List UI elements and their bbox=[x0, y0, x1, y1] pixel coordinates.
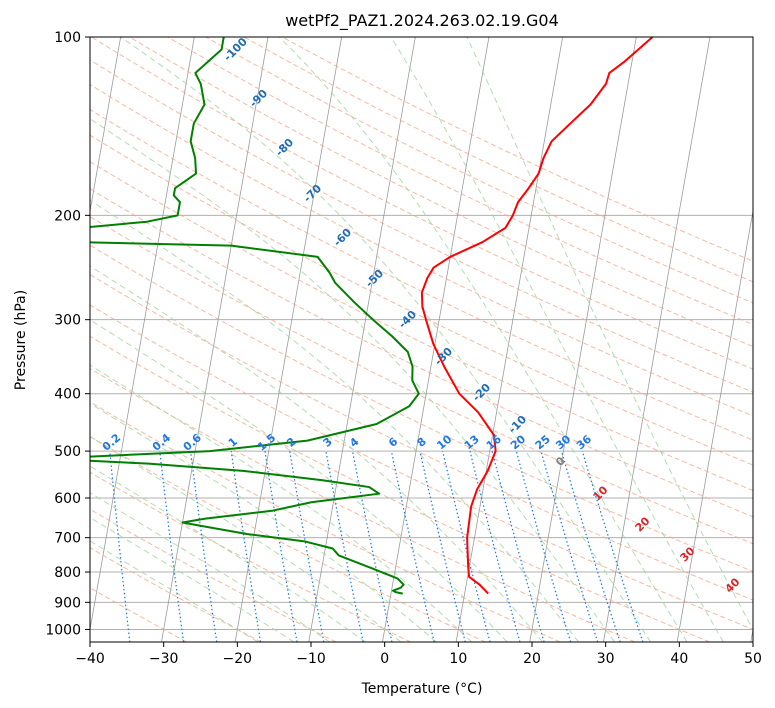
dry-adiabat-line bbox=[129, 37, 753, 348]
mixing-ratio-line bbox=[469, 450, 521, 642]
moist-adiabat-line bbox=[278, 37, 688, 642]
mixing-ratio-line bbox=[581, 450, 644, 642]
isotherm-line bbox=[161, 37, 269, 642]
dry-adiabat-line bbox=[90, 108, 753, 441]
dry-adiabat-line bbox=[90, 134, 753, 466]
temperature-profile-line bbox=[420, 37, 654, 595]
y-tick-label: 400 bbox=[54, 387, 81, 403]
x-tick-label: −40 bbox=[75, 651, 105, 667]
mixing-ratio-line bbox=[390, 450, 435, 642]
dry-adiabat-line bbox=[90, 508, 337, 642]
moist-adiabat-line bbox=[90, 265, 544, 642]
y-tick-label: 600 bbox=[54, 491, 81, 507]
dry-adiabat-line bbox=[90, 547, 262, 642]
moist-adiabat-line bbox=[90, 118, 615, 642]
x-tick-label: −20 bbox=[223, 651, 253, 667]
moist-adiabat-line bbox=[90, 364, 473, 642]
moist-adiabat-line bbox=[90, 402, 437, 642]
mixing-ratio-line bbox=[325, 450, 364, 642]
profile-series bbox=[90, 37, 654, 595]
dry-adiabat-line bbox=[90, 368, 635, 642]
plot-frame bbox=[89, 36, 754, 643]
x-tick-label: −30 bbox=[149, 651, 179, 667]
thermodynamic-lines bbox=[90, 37, 753, 642]
x-axis-label: Temperature (°C) bbox=[361, 681, 483, 697]
isotherm-line bbox=[382, 37, 490, 642]
dry-adiabat-line bbox=[90, 161, 753, 492]
x-tick-label: 40 bbox=[670, 651, 688, 667]
isotherm-line bbox=[676, 208, 753, 642]
dry-adiabat-line bbox=[90, 188, 753, 518]
isotherm-line bbox=[529, 37, 637, 642]
y-tick-label: 1000 bbox=[45, 622, 81, 638]
y-tick-label: 300 bbox=[54, 313, 81, 329]
x-tick-label: 0 bbox=[380, 651, 389, 667]
moist-adiabat-line bbox=[466, 37, 753, 631]
moist-adiabat-line bbox=[90, 540, 259, 642]
moist-adiabat-line bbox=[390, 37, 724, 642]
mixing-ratio-line bbox=[442, 450, 491, 642]
y-tick-label: 200 bbox=[54, 208, 81, 224]
moist-adiabat-line bbox=[90, 465, 366, 642]
isotherm-line bbox=[234, 37, 343, 642]
mixing-ratio-line bbox=[560, 450, 621, 642]
y-tick-label: 500 bbox=[54, 444, 81, 460]
x-tick-label: 10 bbox=[449, 651, 467, 667]
isotherm-line bbox=[90, 37, 195, 632]
chart-grid bbox=[90, 37, 753, 642]
moist-adiabat-line bbox=[90, 199, 579, 642]
y-tick-label: 700 bbox=[54, 531, 81, 547]
moist-adiabat-line bbox=[90, 319, 508, 642]
y-axis-label: Pressure (hPa) bbox=[13, 290, 29, 390]
dry-adiabat-line bbox=[90, 401, 561, 642]
axis-ticks: −40 −30 −20 −10 0 10 20 30 40 50 100 200 300 400 500 60… bbox=[45, 30, 762, 667]
x-tick-label: 50 bbox=[744, 651, 762, 667]
dry-adiabat-line bbox=[90, 215, 753, 545]
mixing-ratio-line bbox=[540, 450, 599, 642]
x-tick-label: 30 bbox=[597, 651, 615, 667]
mixing-ratio-line bbox=[109, 451, 131, 642]
moist-adiabat-line bbox=[120, 37, 652, 642]
mixing-ratio-line bbox=[159, 451, 185, 642]
dry-adiabat-line bbox=[167, 37, 753, 326]
dry-adiabat-line bbox=[243, 37, 753, 283]
moist-adiabat-line bbox=[90, 516, 295, 642]
mixing-ratio-line bbox=[491, 450, 545, 642]
moist-adiabat-line bbox=[90, 435, 402, 642]
mixing-ratio-line bbox=[189, 451, 218, 642]
isotherm-line bbox=[455, 37, 564, 642]
y-tick-label: 900 bbox=[54, 595, 81, 611]
isotherm-line bbox=[603, 37, 711, 642]
y-tick-label: 800 bbox=[54, 565, 81, 581]
chart-title: wetPf2_PAZ1.2024.263.02.19.G04 bbox=[285, 11, 559, 31]
mixing-ratio-line bbox=[230, 451, 262, 642]
dry-adiabat-line bbox=[90, 335, 710, 642]
x-tick-label: −10 bbox=[296, 651, 326, 667]
dry-adiabat-line bbox=[90, 304, 753, 630]
y-tick-label: 100 bbox=[54, 30, 81, 46]
dry-adiabat-line bbox=[90, 244, 753, 573]
mixing-ratio-line bbox=[351, 450, 393, 642]
mixing-ratio-line bbox=[515, 450, 572, 642]
dewpoint-profile-line bbox=[90, 37, 420, 595]
dry-adiabat-line bbox=[205, 37, 753, 304]
x-tick-label: 20 bbox=[523, 651, 541, 667]
dry-adiabat-line bbox=[90, 435, 486, 642]
mixing-ratio-line bbox=[419, 450, 466, 642]
isotherm-line bbox=[90, 37, 122, 214]
isotherm-line bbox=[308, 37, 416, 642]
